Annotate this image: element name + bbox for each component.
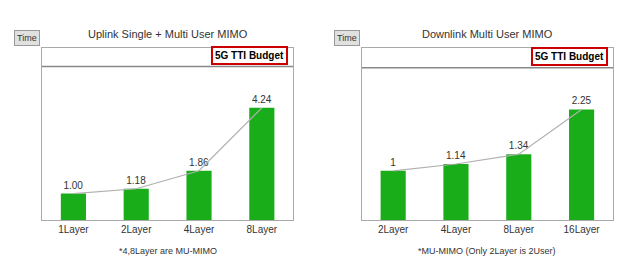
svg-text:Time: Time bbox=[17, 33, 37, 43]
svg-text:1.18: 1.18 bbox=[126, 175, 146, 186]
svg-text:1.34: 1.34 bbox=[509, 140, 529, 151]
svg-text:16Layer: 16Layer bbox=[564, 224, 601, 235]
svg-text:2Layer: 2Layer bbox=[121, 224, 152, 235]
svg-text:*4,8Layer are MU-MIMO: *4,8Layer are MU-MIMO bbox=[119, 246, 217, 256]
svg-text:Time: Time bbox=[337, 33, 357, 43]
svg-text:4.24: 4.24 bbox=[252, 94, 272, 105]
svg-text:1.14: 1.14 bbox=[446, 150, 466, 161]
svg-text:5G TTI Budget: 5G TTI Budget bbox=[535, 51, 604, 62]
svg-text:8Layer: 8Layer bbox=[503, 224, 534, 235]
svg-text:1: 1 bbox=[390, 157, 396, 168]
svg-text:1.00: 1.00 bbox=[63, 180, 83, 191]
svg-text:4Layer: 4Layer bbox=[184, 224, 215, 235]
svg-text:Downlink Multi User MIMO: Downlink Multi User MIMO bbox=[422, 28, 553, 40]
svg-text:2Layer: 2Layer bbox=[378, 224, 409, 235]
svg-text:4Layer: 4Layer bbox=[441, 224, 472, 235]
svg-text:2.25: 2.25 bbox=[572, 95, 592, 106]
svg-text:5G TTI Budget: 5G TTI Budget bbox=[215, 50, 284, 61]
svg-text:1.86: 1.86 bbox=[189, 157, 209, 168]
svg-text:1Layer: 1Layer bbox=[58, 224, 89, 235]
svg-text:Uplink Single + Multi User MIM: Uplink Single + Multi User MIMO bbox=[88, 28, 248, 40]
svg-text:*MU-MIMO (Only 2Layer is 2User: *MU-MIMO (Only 2Layer is 2User) bbox=[418, 246, 556, 256]
svg-text:8Layer: 8Layer bbox=[247, 224, 278, 235]
